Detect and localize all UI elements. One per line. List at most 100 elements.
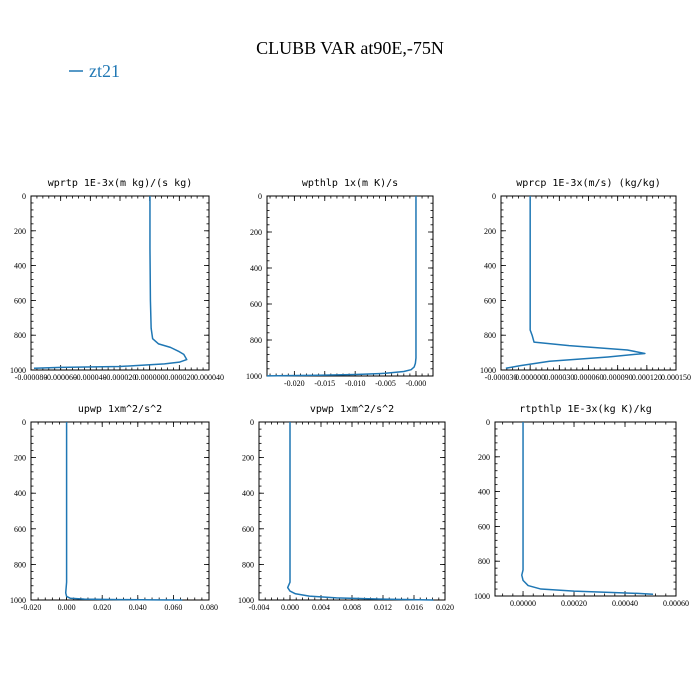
x-tick-label: 0.000150 <box>661 373 691 382</box>
panel-title: upwp 1xm^2/s^2 <box>78 404 162 415</box>
y-tick-label: 600 <box>250 300 262 309</box>
y-tick-label: 400 <box>250 264 262 273</box>
series-line <box>33 196 188 370</box>
y-tick-label: 0 <box>22 192 26 201</box>
x-tick-label: -0.004 <box>249 603 270 612</box>
plot-frame <box>500 195 677 371</box>
x-tick-label: 0.016 <box>405 603 423 612</box>
series-line <box>286 422 434 601</box>
panel-title: wprcp 1E-3x(m/s) (kg/kg) <box>516 178 661 189</box>
panel-3: wprcp 1E-3x(m/s) (kg/kg) 0 200 400 600 800 100… <box>480 178 691 382</box>
figure-title: CLUBB VAR at90E,-75N <box>256 38 444 58</box>
x-tick-label: 0.004 <box>312 603 330 612</box>
x-tick-label: -0.000040 <box>74 373 107 382</box>
x-tick-label: 0.000120 <box>632 373 662 382</box>
x-tick-label: 0.060 <box>164 603 182 612</box>
y-tick-label: 200 <box>484 227 496 236</box>
y-tick-label: 200 <box>250 228 262 237</box>
plot-frame <box>30 195 210 371</box>
series-line <box>266 196 417 377</box>
y-tick-label: 0 <box>22 418 26 427</box>
x-tick-label: 0.00060 <box>663 599 689 608</box>
x-tick-label: -0.000030 <box>485 373 518 382</box>
x-tick-label: -0.000060 <box>44 373 77 382</box>
panel-title: vpwp 1xm^2/s^2 <box>310 404 394 415</box>
panel-title: wpthlp 1x(m K)/s <box>302 178 398 189</box>
x-tick-label: 0.00040 <box>612 599 638 608</box>
y-tick-label: 1000 <box>238 596 254 605</box>
panel-title: rtpthlp 1E-3x(kg K)/kg <box>519 404 651 415</box>
y-tick-label: 800 <box>250 336 262 345</box>
plot-frame <box>30 421 210 601</box>
x-tick-label: 0.000 <box>281 603 299 612</box>
panels: wprtp 1E-3x(m kg)/(s kg) 0 200 400 600 800 100… <box>10 178 691 612</box>
x-tick-label: 0.000090 <box>603 373 633 382</box>
panel-6: rtpthlp 1E-3x(kg K)/kg 0 200 400 600 800 1000 0… <box>474 404 689 608</box>
y-tick-label: 800 <box>14 331 26 340</box>
x-tick-label: 0.012 <box>374 603 392 612</box>
panel-5: vpwp 1xm^2/s^2 0 200 400 600 800 1000-0.004 0.0… <box>238 404 454 612</box>
x-tick-label: -0.000080 <box>15 373 48 382</box>
y-tick-label: 1000 <box>480 366 496 375</box>
y-tick-label: 1000 <box>474 592 490 601</box>
y-tick-label: 200 <box>14 227 26 236</box>
x-tick-label: 0.000060 <box>574 373 604 382</box>
x-tick-label: 0.008 <box>343 603 361 612</box>
y-tick-label: 800 <box>242 560 254 569</box>
y-tick-label: 800 <box>484 331 496 340</box>
panel-4: upwp 1xm^2/s^2 0 200 400 600 800 1000-0.020 0.0… <box>10 404 218 612</box>
panel-2: wpthlp 1x(m K)/s02004006008001000-0.020-… <box>246 178 434 388</box>
y-tick-label: 0 <box>486 418 490 427</box>
y-tick-label: 600 <box>478 522 490 531</box>
x-tick-label: 0.000020 <box>164 373 194 382</box>
y-tick-label: 1000 <box>10 596 26 605</box>
plot-frame <box>258 421 446 601</box>
x-tick-label: 0.040 <box>129 603 147 612</box>
x-tick-label: -0.015 <box>314 379 335 388</box>
x-tick-label: 0.00000 <box>510 599 536 608</box>
x-tick-label: 0.000000 <box>515 373 545 382</box>
y-tick-label: 200 <box>478 453 490 462</box>
y-tick-label: 1000 <box>10 366 26 375</box>
x-tick-label: -0.010 <box>345 379 366 388</box>
y-tick-label: 400 <box>242 489 254 498</box>
legend: zt21 <box>69 61 120 81</box>
plot-frame <box>266 195 434 377</box>
y-tick-label: 600 <box>14 525 26 534</box>
y-tick-label: 200 <box>14 454 26 463</box>
x-tick-label: -0.000020 <box>104 373 137 382</box>
y-tick-label: 200 <box>242 454 254 463</box>
x-tick-label: 0.000 <box>58 603 76 612</box>
legend-label: zt21 <box>89 61 120 81</box>
x-tick-label: 0.020 <box>93 603 111 612</box>
series-line <box>521 422 654 596</box>
x-tick-label: 0.020 <box>436 603 454 612</box>
y-tick-label: 400 <box>14 489 26 498</box>
panel-1: wprtp 1E-3x(m kg)/(s kg) 0 200 400 600 800 100… <box>10 178 224 382</box>
y-tick-label: 600 <box>484 296 496 305</box>
y-tick-label: 800 <box>14 560 26 569</box>
y-tick-label: 0 <box>492 192 496 201</box>
panel-title: wprtp 1E-3x(m kg)/(s kg) <box>48 178 193 189</box>
y-tick-label: 1000 <box>246 372 262 381</box>
x-tick-label: 0.080 <box>200 603 218 612</box>
x-tick-label: -0.000 <box>406 379 427 388</box>
y-tick-label: 0 <box>258 192 262 201</box>
x-tick-label: 0.000030 <box>544 373 574 382</box>
y-tick-label: 400 <box>484 262 496 271</box>
x-tick-label: 0.00020 <box>561 599 587 608</box>
y-tick-label: 600 <box>14 296 26 305</box>
y-tick-label: 400 <box>14 262 26 271</box>
y-tick-label: 600 <box>242 525 254 534</box>
series-line <box>505 196 646 369</box>
plot-frame <box>494 421 677 597</box>
x-tick-label: 0.000040 <box>194 373 224 382</box>
y-tick-label: 400 <box>478 488 490 497</box>
x-tick-label: -0.005 <box>375 379 396 388</box>
x-tick-label: -0.020 <box>21 603 42 612</box>
series-line <box>64 422 183 601</box>
y-tick-label: 0 <box>250 418 254 427</box>
x-tick-label: -0.020 <box>284 379 305 388</box>
x-tick-label: 0.000000 <box>135 373 165 382</box>
